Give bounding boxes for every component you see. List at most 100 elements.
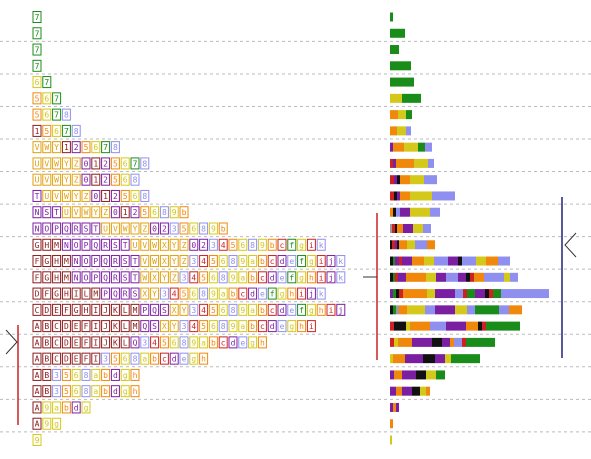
char-box xyxy=(130,222,140,235)
char-box xyxy=(32,238,42,251)
char-box xyxy=(218,320,228,333)
char-box xyxy=(42,206,52,219)
char: R xyxy=(113,257,118,266)
char-box xyxy=(120,255,130,268)
char: N xyxy=(35,208,40,217)
char-box xyxy=(238,255,248,268)
char-box xyxy=(110,206,120,219)
char-box xyxy=(101,320,111,333)
char: U xyxy=(64,208,69,217)
char-box xyxy=(297,303,307,316)
char: 8 xyxy=(201,225,206,234)
char: Z xyxy=(172,273,177,282)
char: 9 xyxy=(231,273,236,282)
char-box xyxy=(169,320,179,333)
bar-segment xyxy=(407,305,425,315)
char: 4 xyxy=(152,338,157,347)
char-box xyxy=(120,157,130,170)
char: b xyxy=(231,290,236,299)
char-box xyxy=(91,271,101,284)
bar-segment xyxy=(403,224,413,233)
bar-segment xyxy=(402,370,416,380)
char-box xyxy=(179,336,189,349)
char: D xyxy=(64,355,69,364)
char-box xyxy=(130,303,140,316)
bar-segment xyxy=(396,207,400,217)
char-box xyxy=(120,385,130,398)
char: 7 xyxy=(54,94,59,103)
bar-segment xyxy=(393,402,396,412)
char: 6 xyxy=(221,257,226,266)
char: J xyxy=(103,306,108,315)
char-box xyxy=(71,222,81,235)
char-box xyxy=(61,238,71,251)
char-box xyxy=(71,401,81,414)
char-box xyxy=(32,368,42,381)
char-box xyxy=(110,320,120,333)
char-box xyxy=(150,287,160,300)
char: 9 xyxy=(191,338,196,347)
char: h xyxy=(133,387,138,396)
bar-segment xyxy=(396,158,414,168)
char-box xyxy=(267,255,277,268)
char-box xyxy=(140,320,150,333)
char: 6 xyxy=(123,355,128,364)
char-box xyxy=(71,336,81,349)
char: X xyxy=(162,257,167,266)
char-box xyxy=(159,255,169,268)
char: 2 xyxy=(103,176,108,185)
char: j xyxy=(329,257,334,266)
char: G xyxy=(54,290,59,299)
char: V xyxy=(142,257,147,266)
bar-segment xyxy=(428,158,434,168)
char-box xyxy=(179,320,189,333)
char: C xyxy=(54,338,59,347)
char-box xyxy=(32,173,42,186)
char: h xyxy=(309,273,314,282)
char: 5 xyxy=(201,322,206,331)
char-box xyxy=(228,287,238,300)
char-box xyxy=(248,255,258,268)
char-box xyxy=(42,92,52,105)
char: d xyxy=(172,355,177,364)
bar-segment xyxy=(410,321,430,331)
char-box xyxy=(42,401,52,414)
bar-segment xyxy=(424,256,434,266)
char: S xyxy=(152,322,157,331)
bar-segment xyxy=(482,321,486,331)
char-box xyxy=(32,320,42,333)
char-box xyxy=(297,287,307,300)
char: 3 xyxy=(142,338,147,347)
char-box xyxy=(52,417,62,430)
char: 5 xyxy=(35,94,40,103)
char-box xyxy=(32,255,42,268)
char-box xyxy=(32,385,42,398)
char: b xyxy=(250,322,255,331)
char: 7 xyxy=(35,29,40,38)
char-box xyxy=(130,336,140,349)
char: c xyxy=(221,338,226,347)
bar-segment xyxy=(432,337,442,347)
char: g xyxy=(191,355,196,364)
char-box xyxy=(199,336,209,349)
char-box xyxy=(52,401,62,414)
char: g xyxy=(289,322,294,331)
char-box xyxy=(32,222,42,235)
bar-segment xyxy=(398,272,406,282)
char: 3 xyxy=(54,387,59,396)
char: T xyxy=(123,241,128,250)
char-box xyxy=(326,255,336,268)
bar-segment xyxy=(399,305,407,315)
char-box xyxy=(130,352,140,365)
char-box xyxy=(42,336,52,349)
char-box xyxy=(32,189,42,202)
char: A xyxy=(35,355,40,364)
char: 6 xyxy=(54,127,59,136)
char-box xyxy=(52,157,62,170)
char: g xyxy=(123,371,128,380)
char-box xyxy=(159,206,169,219)
char: H xyxy=(44,241,49,250)
char: a xyxy=(250,306,255,315)
char-box xyxy=(287,238,297,251)
char: 8 xyxy=(84,387,89,396)
